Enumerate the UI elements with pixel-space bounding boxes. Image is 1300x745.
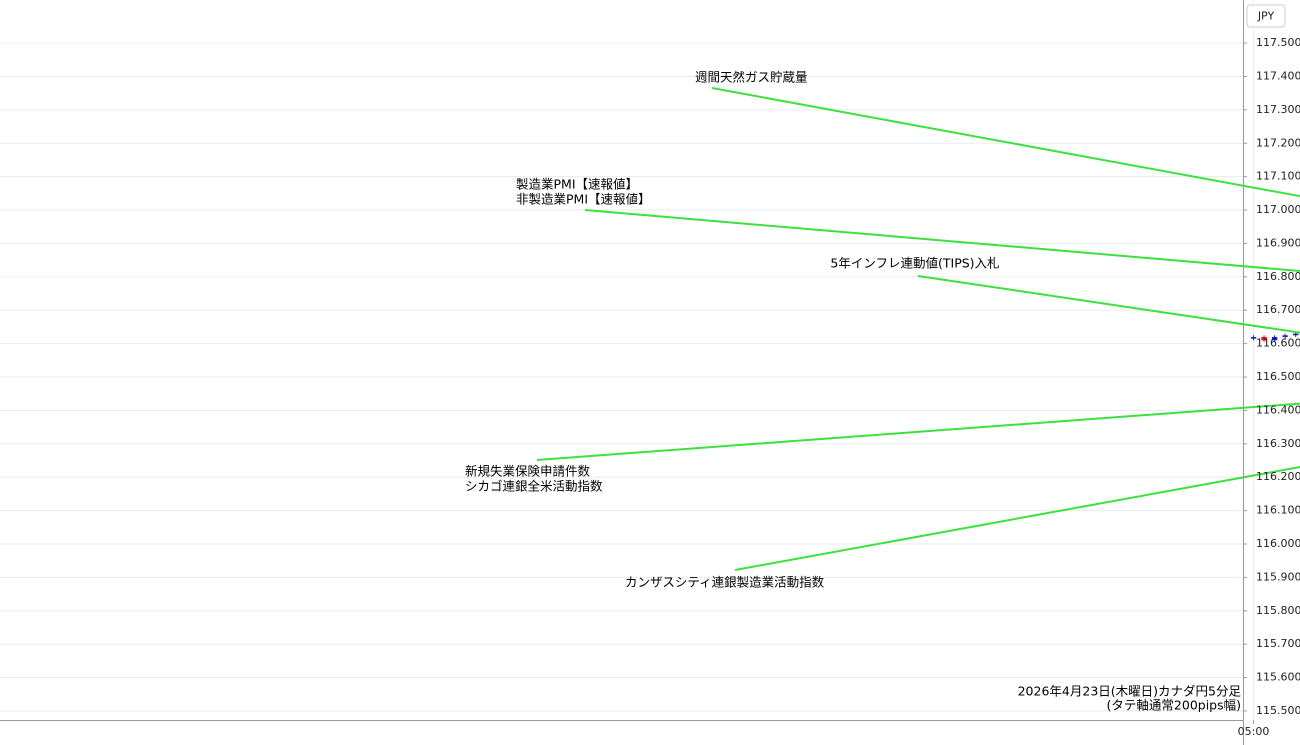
- y-tick-label: 116.000: [1256, 537, 1300, 550]
- y-tick-label: 116.700: [1256, 303, 1300, 316]
- annotation-text: 非製造業PMI【速報値】: [516, 192, 651, 207]
- annotation-text: 週間天然ガス貯蔵量: [695, 70, 808, 85]
- y-tick-label: 116.900: [1256, 236, 1300, 249]
- y-tick-label: 115.700: [1256, 637, 1300, 650]
- candle-body: [1250, 336, 1257, 339]
- y-tick-label: 117.500: [1256, 36, 1300, 49]
- annotation-line: [536, 402, 1300, 461]
- y-tick-label: 115.900: [1256, 570, 1300, 583]
- annotation-text: 5年インフレ連動値(TIPS)入札: [830, 256, 999, 271]
- x-tick-label: 05:00: [1238, 725, 1270, 738]
- y-tick-label: 116.100: [1256, 504, 1300, 517]
- y-tick-label: 115.800: [1256, 604, 1300, 617]
- y-tick-label: 117.000: [1256, 203, 1300, 216]
- y-tick-label: 116.400: [1256, 403, 1300, 416]
- y-tick-label: 116.500: [1256, 370, 1300, 383]
- footnote: (タテ軸通常200pips幅): [1107, 698, 1241, 713]
- annotation-line: [917, 275, 1300, 334]
- annotation-text: 新規失業保険申請件数: [465, 464, 591, 479]
- y-tick-label: 117.300: [1256, 103, 1300, 116]
- candle-body: [1271, 336, 1278, 341]
- candle-body: [1292, 333, 1299, 336]
- y-tick-label: 115.600: [1256, 671, 1300, 684]
- currency-label: JPY: [1257, 10, 1275, 23]
- annotation-text: シカゴ連銀全米活動指数: [465, 479, 603, 494]
- candles: [1250, 331, 1299, 342]
- y-tick-label: 116.200: [1256, 470, 1300, 483]
- axes: 115.500 115.600 115.700 115.800 115.900 116.0…: [1018, 36, 1300, 738]
- footnote: 2026年4月23日(木曜日)カナダ円5分足: [1018, 684, 1242, 699]
- currency-box: [1246, 4, 1286, 28]
- annotation-text: カンザスシティ連銀製造業活動指数: [625, 575, 825, 590]
- y-tick-label: 116.600: [1256, 337, 1300, 350]
- y-tick-label: 117.100: [1256, 170, 1300, 183]
- annotation-line: [584, 209, 1300, 273]
- annotation-text: 製造業PMI【速報値】: [516, 177, 638, 192]
- annotation-line: [711, 87, 1300, 198]
- y-tick-label: 115.500: [1256, 704, 1300, 717]
- candle-body: [1282, 335, 1288, 337]
- grid: [0, 0, 1255, 720]
- y-tick-label: 116.300: [1256, 437, 1300, 450]
- annotation-line: [734, 466, 1300, 571]
- candle-body: [1261, 336, 1267, 341]
- y-tick-label: 116.800: [1256, 270, 1300, 283]
- y-tick-label: 117.200: [1256, 136, 1300, 149]
- y-tick-label: 117.400: [1256, 69, 1300, 82]
